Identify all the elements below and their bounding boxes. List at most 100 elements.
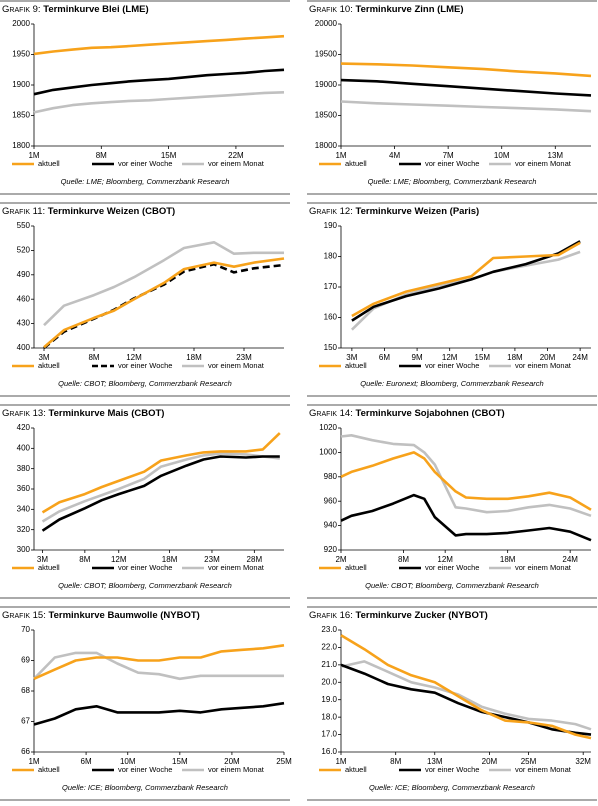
- legend-label: vor einem Monat: [208, 361, 265, 370]
- legend-label: vor einem Monat: [208, 765, 265, 774]
- x-tick-label: 25M: [521, 757, 537, 766]
- legend-label: aktuell: [345, 159, 367, 168]
- series-line: [340, 62, 592, 78]
- series-line: [33, 644, 285, 680]
- source-note: Quelle: CBOT; Bloomberg, Commerzbank Res…: [365, 581, 539, 590]
- y-tick-label: 420: [17, 423, 31, 432]
- chart-label: Grafik 14:: [309, 408, 353, 419]
- legend-label: vor einem Monat: [515, 159, 572, 168]
- x-tick-label: 10M: [494, 151, 510, 160]
- y-tick-label: 160: [324, 313, 338, 322]
- chart-title: Grafik 16: Terminkurve Zucker (NYBOT): [309, 610, 488, 621]
- x-tick-label: 15M: [161, 151, 177, 160]
- y-tick-label: 190: [324, 221, 338, 230]
- y-tick-label: 19500: [315, 50, 338, 59]
- chart-label: Grafik 12:: [309, 206, 353, 217]
- y-tick-label: 20000: [315, 19, 338, 28]
- y-tick-label: 67: [21, 717, 30, 726]
- y-tick-label: 21.0: [321, 660, 337, 669]
- y-tick-label: 150: [324, 343, 338, 352]
- chart-panel: Grafik 14: Terminkurve Sojabohnen (CBOT)…: [307, 404, 597, 599]
- y-tick-label: 1900: [12, 80, 30, 89]
- y-tick-label: 1850: [12, 111, 30, 120]
- x-tick-label: 22M: [228, 151, 244, 160]
- series-line: [340, 100, 592, 113]
- y-tick-label: 940: [324, 521, 338, 530]
- y-tick-label: 19000: [315, 80, 338, 89]
- chart-title-text: Terminkurve Mais (CBOT): [49, 408, 165, 419]
- series-line: [33, 701, 285, 726]
- y-tick-label: 70: [21, 625, 30, 634]
- x-tick-label: 25M: [276, 757, 292, 766]
- y-tick-label: 960: [324, 496, 338, 505]
- y-tick-label: 23.0: [321, 625, 337, 634]
- x-tick-label: 8M: [88, 353, 99, 362]
- y-tick-label: 2000: [12, 19, 30, 28]
- series-line: [33, 91, 285, 114]
- y-tick-label: 320: [17, 525, 31, 534]
- source-note: Quelle: LME; Bloomberg, Commerzbank Rese…: [61, 177, 230, 186]
- y-tick-label: 360: [17, 484, 31, 493]
- y-tick-label: 380: [17, 464, 31, 473]
- x-tick-label: 6M: [379, 353, 390, 362]
- x-tick-label: 8M: [79, 555, 90, 564]
- x-tick-label: 1M: [28, 151, 39, 160]
- chart-title: Grafik 14: Terminkurve Sojabohnen (CBOT): [309, 408, 505, 419]
- chart-title: Grafik 11: Terminkurve Weizen (CBOT): [2, 206, 175, 217]
- x-tick-label: 8M: [398, 555, 409, 564]
- y-tick-label: 1950: [12, 50, 30, 59]
- legend-label: aktuell: [38, 361, 60, 370]
- y-tick-label: 1000: [319, 448, 337, 457]
- x-tick-label: 12M: [126, 353, 142, 362]
- x-tick-label: 32M: [575, 757, 591, 766]
- series-line: [33, 34, 285, 56]
- series-line: [41, 452, 280, 523]
- chart-panel: Grafik 12: Terminkurve Weizen (Paris) 150…: [307, 202, 597, 397]
- chart-panel: Grafik 13: Terminkurve Mais (CBOT) 300 320…: [0, 404, 290, 599]
- legend-label: aktuell: [345, 563, 367, 572]
- chart-label: Grafik 11:: [2, 206, 45, 217]
- series-line: [43, 262, 285, 350]
- x-tick-label: 1M: [335, 757, 346, 766]
- chart-label: Grafik 9:: [2, 4, 41, 15]
- chart-title-text: Terminkurve Baumwolle (NYBOT): [49, 610, 200, 621]
- y-tick-label: 400: [17, 443, 31, 452]
- chart-title-text: Terminkurve Zucker (NYBOT): [356, 610, 488, 621]
- x-tick-label: 23M: [204, 555, 220, 564]
- series-line: [340, 663, 592, 736]
- series-line: [340, 493, 592, 542]
- x-tick-label: 20M: [540, 353, 556, 362]
- y-tick-label: 400: [17, 343, 31, 352]
- legend-label: vor einem Monat: [208, 159, 265, 168]
- series-line: [43, 241, 284, 327]
- series-line: [33, 651, 284, 681]
- x-tick-label: 1M: [28, 757, 39, 766]
- x-tick-label: 8M: [390, 757, 401, 766]
- chart-title-text: Terminkurve Zinn (LME): [356, 4, 464, 15]
- chart-panel: Grafik 10: Terminkurve Zinn (LME) 18000 18…: [307, 0, 597, 195]
- y-tick-label: 170: [324, 282, 338, 291]
- x-tick-label: 15M: [475, 353, 491, 362]
- legend-label: vor einer Woche: [118, 563, 172, 572]
- y-tick-label: 66: [21, 747, 30, 756]
- series-line: [340, 634, 592, 740]
- chart-panel: Grafik 15: Terminkurve Baumwolle (NYBOT)…: [0, 606, 292, 801]
- x-tick-label: 23M: [236, 353, 252, 362]
- series-line: [340, 451, 592, 511]
- chart-panel: Grafik 9: Terminkurve Blei (LME) 1800 1850…: [0, 0, 290, 195]
- y-tick-label: 17.0: [321, 730, 337, 739]
- x-tick-label: 9M: [412, 353, 423, 362]
- legend-label: vor einer Woche: [425, 563, 479, 572]
- x-tick-label: 2M: [335, 555, 346, 564]
- y-tick-label: 460: [17, 294, 31, 303]
- legend-label: vor einem Monat: [515, 563, 572, 572]
- series-line: [340, 78, 592, 97]
- x-tick-label: 18M: [500, 555, 516, 564]
- x-tick-label: 7M: [443, 151, 454, 160]
- y-tick-label: 490: [17, 270, 31, 279]
- series-line: [41, 455, 280, 532]
- chart-title-text: Terminkurve Sojabohnen (CBOT): [356, 408, 505, 419]
- x-tick-label: 6M: [81, 757, 92, 766]
